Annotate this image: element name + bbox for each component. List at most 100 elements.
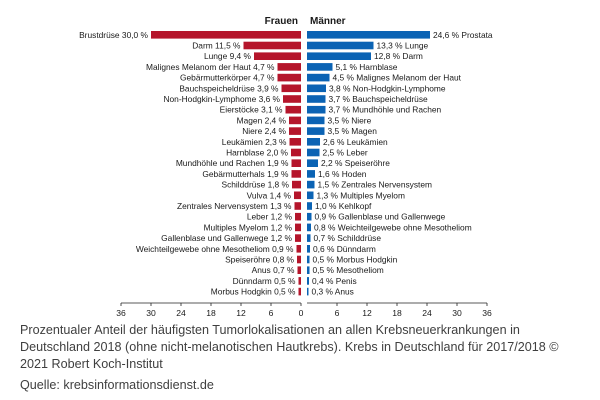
bar-maenner xyxy=(307,127,325,135)
data-label-maenner: 3,8 % Non-Hodgkin-Lymphome xyxy=(329,83,446,93)
data-label-frauen: Magen 2,4 % xyxy=(237,115,287,125)
bar-maenner xyxy=(307,287,309,296)
x-tick-label: 24 xyxy=(422,308,432,318)
data-label-frauen: Harnblase 2,0 % xyxy=(226,148,288,158)
data-label-maenner: 3,5 % Magen xyxy=(328,126,378,136)
bar-maenner xyxy=(307,41,374,50)
bar-maenner xyxy=(307,63,333,71)
series-label-maenner: Männer xyxy=(310,16,346,27)
data-label-frauen: Zentrales Nervensystem 1,3 % xyxy=(177,201,292,211)
data-label-maenner: 0,3 % Anus xyxy=(312,287,354,297)
x-tick-label: 12 xyxy=(362,308,372,318)
x-tick-label: 18 xyxy=(206,308,216,318)
bar-frauen xyxy=(291,159,301,167)
bar-maenner xyxy=(307,234,311,242)
bar-frauen xyxy=(295,234,301,242)
bar-frauen xyxy=(291,170,301,178)
data-label-maenner: 13,3 % Lunge xyxy=(377,41,429,51)
bar-frauen xyxy=(297,255,301,264)
data-label-frauen: Gebärmutterkörper 4,7 % xyxy=(180,73,275,83)
x-tick-label: 18 xyxy=(392,308,402,318)
data-label-maenner: 3,5 % Niere xyxy=(328,115,372,125)
data-label-maenner: 2,6 % Leukämien xyxy=(323,137,388,147)
bar-frauen xyxy=(298,277,301,285)
tumor-bar-chart: Frauen Männer Brustdrüse 30,0 % Darm 11,5 %… xyxy=(79,16,493,318)
bar-maenner xyxy=(307,202,312,210)
bar-frauen xyxy=(283,95,301,103)
bar-maenner xyxy=(307,138,320,146)
data-label-maenner: 4,5 % Malignes Melanom der Haut xyxy=(333,73,462,83)
data-label-frauen: Lunge 9,4 % xyxy=(204,51,252,61)
bar-maenner xyxy=(307,266,310,274)
bar-frauen xyxy=(289,138,301,146)
data-label-frauen: Brustdrüse 30,0 % xyxy=(79,30,148,40)
bar-frauen xyxy=(289,127,301,135)
data-label-frauen: Morbus Hodgkin 0,5 % xyxy=(211,287,296,297)
data-label-maenner: 3,7 % Mundhöhle und Rachen xyxy=(329,105,442,115)
data-label-frauen: Leber 1,2 % xyxy=(247,212,293,222)
bar-maenner xyxy=(307,245,310,253)
data-label-frauen: Leukämien 2,3 % xyxy=(222,137,287,147)
bar-frauen xyxy=(277,73,301,82)
bar-maenner xyxy=(307,223,311,232)
data-label-maenner: 1,0 % Kehlkopf xyxy=(315,201,372,211)
bar-maenner xyxy=(307,84,326,93)
data-label-frauen: Niere 2,4 % xyxy=(242,126,286,136)
data-label-maenner: 0,5 % Morbus Hodgkin xyxy=(313,255,398,265)
data-label-maenner: 0,6 % Dünndarm xyxy=(313,244,376,254)
bar-frauen xyxy=(294,202,301,210)
bar-maenner xyxy=(307,212,312,221)
data-label-frauen: Gallenblase und Gallenwege 1,2 % xyxy=(161,233,292,243)
bar-frauen xyxy=(277,63,301,71)
x-tick-label: 6 xyxy=(335,308,340,318)
x-tick-label: 6 xyxy=(269,308,274,318)
data-label-maenner: 5,1 % Harnblase xyxy=(336,62,398,72)
data-label-maenner: 3,7 % Bauchspeicheldrüse xyxy=(329,94,429,104)
data-label-maenner: 0,4 % Penis xyxy=(312,276,357,286)
bar-frauen xyxy=(254,52,301,60)
data-label-frauen: Dünndarm 0,5 % xyxy=(233,276,296,286)
data-label-frauen: Multiples Myelom 1,2 % xyxy=(204,222,293,232)
data-label-frauen: Eierstöcke 3,1 % xyxy=(220,105,283,115)
bar-maenner xyxy=(307,180,315,189)
data-label-frauen: Darm 11,5 % xyxy=(192,41,241,51)
bar-maenner xyxy=(307,73,330,82)
data-label-frauen: Mundhöhle und Rachen 1,9 % xyxy=(176,158,289,168)
data-label-maenner: 12,8 % Darm xyxy=(374,51,423,61)
data-label-frauen: Weichteilgewebe ohne Mesotheliom 0,9 % xyxy=(136,244,294,254)
bar-frauen xyxy=(294,191,301,200)
x-tick-label: 36 xyxy=(482,308,492,318)
bar-maenner xyxy=(307,31,430,39)
series-label-frauen: Frauen xyxy=(265,16,298,27)
bar-frauen xyxy=(292,180,301,189)
bar-maenner xyxy=(307,95,326,103)
bar-maenner xyxy=(307,116,325,125)
figure-caption: Prozentualer Anteil der häufigsten Tumor… xyxy=(20,323,559,371)
bar-maenner xyxy=(307,52,371,60)
data-label-maenner: 0,5 % Mesotheliom xyxy=(313,265,384,275)
bar-frauen xyxy=(285,105,301,114)
data-label-maenner: 1,3 % Multiples Myelom xyxy=(317,190,405,200)
data-label-frauen: Schilddrüse 1,8 % xyxy=(221,180,289,190)
data-label-frauen: Vulva 1,4 % xyxy=(247,190,292,200)
data-label-maenner: 24,6 % Prostata xyxy=(433,30,493,40)
data-label-maenner: 1,5 % Zentrales Nervensystem xyxy=(318,180,433,190)
source-line: Quelle: krebsinformationsdienst.de xyxy=(20,378,214,392)
data-label-maenner: 1,6 % Hoden xyxy=(318,169,367,179)
data-label-maenner: 2,5 % Leber xyxy=(323,148,368,158)
bar-maenner xyxy=(307,277,309,285)
bar-frauen xyxy=(291,148,301,157)
bar-maenner xyxy=(307,159,318,167)
data-label-maenner: 2,2 % Speiseröhre xyxy=(321,158,390,168)
bar-frauen xyxy=(243,41,301,50)
data-label-frauen: Speiseröhre 0,8 % xyxy=(225,255,294,265)
x-tick-label: 30 xyxy=(146,308,156,318)
bar-maenner xyxy=(307,191,314,200)
bar-maenner xyxy=(307,170,315,178)
x-tick-label: 12 xyxy=(236,308,246,318)
bar-frauen xyxy=(151,31,301,39)
data-label-frauen: Bauchspeicheldrüse 3,9 % xyxy=(179,83,279,93)
bar-maenner xyxy=(307,255,310,264)
data-label-maenner: 0,9 % Gallenblase und Gallenwege xyxy=(315,212,446,222)
bar-frauen xyxy=(295,223,301,232)
